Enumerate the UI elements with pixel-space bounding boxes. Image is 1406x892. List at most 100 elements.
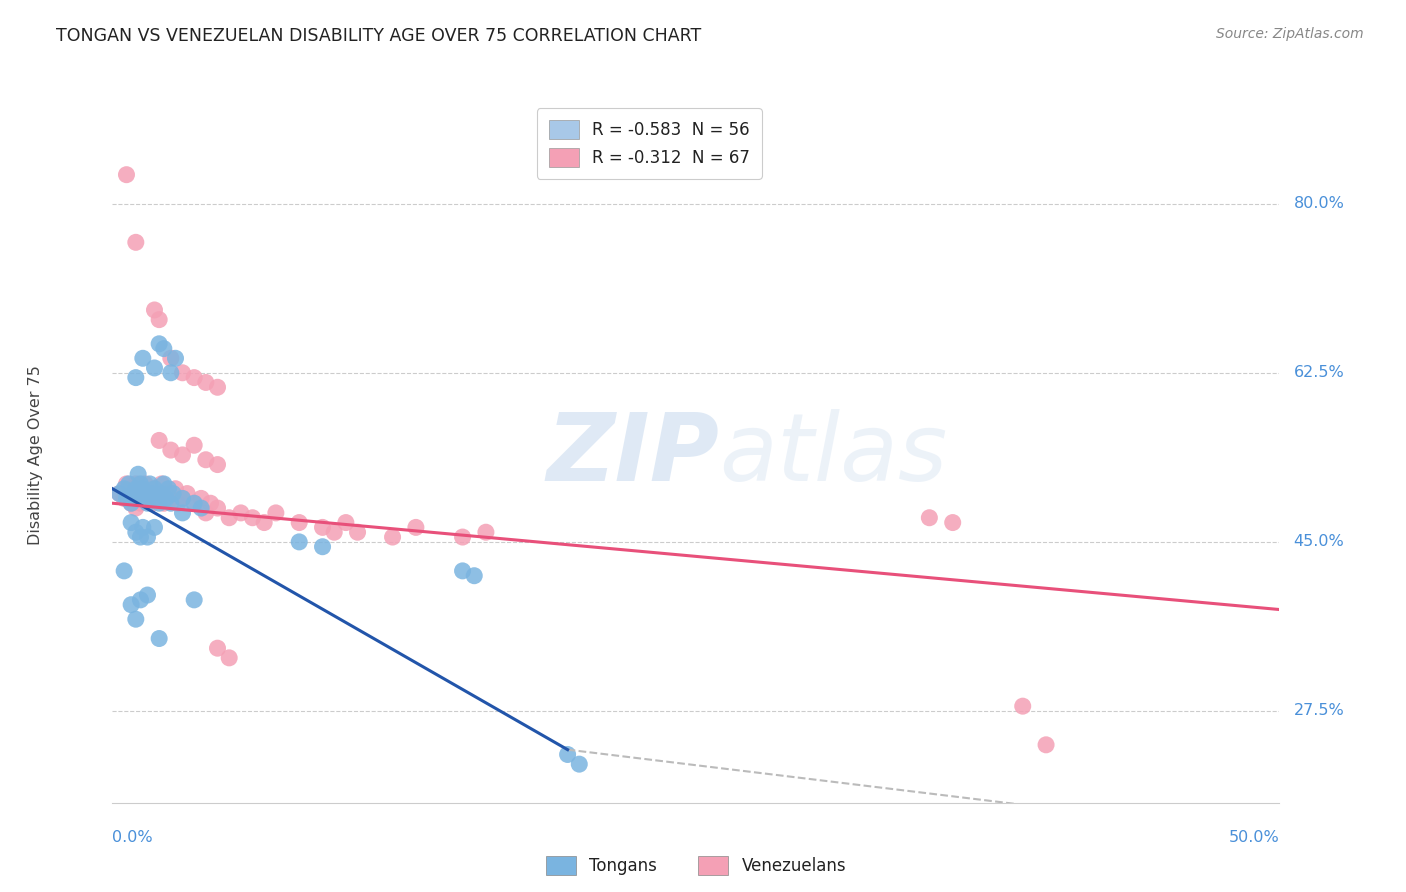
Point (132, 486, 155, 500)
Point (141, 486, 163, 500)
Point (112, 491, 135, 506)
Point (122, 486, 145, 500)
Point (166, 496, 188, 510)
Point (405, 520, 427, 534)
Point (143, 520, 166, 534)
Point (146, 491, 169, 506)
Point (120, 496, 142, 510)
Point (311, 540, 333, 554)
Text: Source: ZipAtlas.com: Source: ZipAtlas.com (1216, 27, 1364, 41)
Point (146, 491, 169, 506)
Point (381, 530, 404, 544)
Point (160, 443, 183, 458)
Point (200, 496, 222, 510)
Point (118, 476, 141, 491)
Point (125, 612, 148, 626)
Point (451, 530, 474, 544)
Point (153, 476, 176, 491)
Text: 80.0%: 80.0% (1294, 196, 1344, 211)
Point (136, 588, 159, 602)
Text: 27.5%: 27.5% (1294, 704, 1344, 718)
Point (942, 516, 965, 530)
Point (172, 491, 194, 506)
Point (157, 482, 180, 496)
Point (132, 351, 155, 366)
Point (136, 491, 159, 506)
Point (112, 482, 135, 496)
Point (153, 342, 176, 356)
Point (253, 516, 276, 530)
Point (141, 496, 163, 510)
Point (311, 520, 333, 534)
Text: atlas: atlas (720, 409, 948, 500)
Point (183, 496, 205, 510)
Point (129, 530, 152, 544)
Point (288, 534, 311, 549)
Text: 62.5%: 62.5% (1294, 366, 1344, 380)
Point (112, 564, 135, 578)
Point (172, 366, 194, 380)
Point (115, 476, 138, 491)
Point (323, 525, 346, 540)
Point (148, 336, 170, 351)
Point (132, 520, 155, 534)
Point (136, 530, 159, 544)
Point (134, 491, 156, 506)
Point (125, 501, 148, 516)
Point (160, 496, 183, 510)
Point (568, 757, 591, 772)
Point (120, 598, 142, 612)
Point (346, 525, 368, 540)
Point (150, 476, 173, 491)
Point (183, 496, 205, 510)
Point (918, 510, 941, 524)
Point (183, 438, 205, 452)
Point (172, 506, 194, 520)
Point (125, 370, 148, 384)
Point (125, 235, 148, 250)
Point (143, 482, 166, 496)
Point (207, 501, 229, 516)
Point (143, 482, 166, 496)
Point (125, 491, 148, 506)
Point (108, 486, 131, 500)
Point (183, 592, 205, 607)
Point (148, 312, 170, 326)
Point (148, 496, 170, 510)
Point (143, 303, 166, 318)
Point (148, 632, 170, 646)
Point (148, 486, 170, 500)
Point (207, 380, 229, 394)
Point (125, 482, 148, 496)
Text: TONGAN VS VENEZUELAN DISABILITY AGE OVER 75 CORRELATION CHART: TONGAN VS VENEZUELAN DISABILITY AGE OVER… (56, 27, 702, 45)
Point (475, 525, 498, 540)
Point (463, 568, 485, 582)
Point (264, 506, 287, 520)
Text: 45.0%: 45.0% (1294, 534, 1344, 549)
Point (207, 458, 229, 472)
Point (129, 592, 152, 607)
Point (218, 651, 240, 665)
Point (127, 482, 149, 496)
Point (160, 491, 183, 506)
Point (115, 491, 138, 506)
Point (153, 496, 176, 510)
Text: Disability Age Over 75: Disability Age Over 75 (28, 365, 42, 545)
Legend: Tongans, Venezuelans: Tongans, Venezuelans (536, 846, 856, 885)
Point (190, 491, 212, 506)
Point (132, 482, 155, 496)
Point (148, 434, 170, 448)
Point (335, 516, 357, 530)
Point (155, 486, 177, 500)
Point (242, 510, 264, 524)
Point (129, 496, 152, 510)
Point (139, 486, 162, 500)
Point (129, 476, 152, 491)
Point (125, 525, 148, 540)
Point (127, 467, 149, 482)
Point (165, 482, 187, 496)
Point (183, 370, 205, 384)
Point (160, 366, 183, 380)
Point (207, 641, 229, 656)
Point (136, 496, 159, 510)
